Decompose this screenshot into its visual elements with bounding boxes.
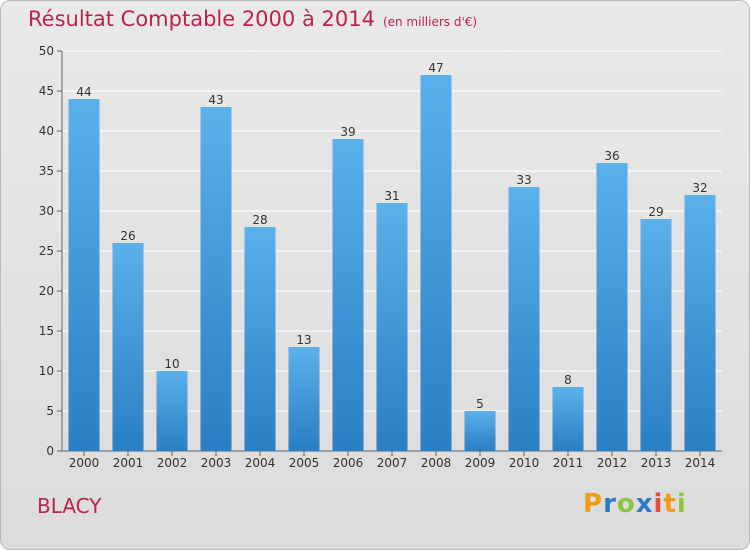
bar-2003 <box>201 107 232 451</box>
bar-2002 <box>157 371 188 451</box>
value-label-2014: 32 <box>692 181 707 195</box>
bar-2001 <box>113 243 144 451</box>
value-label-2006: 39 <box>340 125 355 139</box>
bar-2009 <box>465 411 496 451</box>
bar-2010 <box>509 187 540 451</box>
value-label-2011: 8 <box>564 373 572 387</box>
y-tick-label: 50 <box>39 44 54 58</box>
bar-2014 <box>685 195 716 451</box>
value-label-2003: 43 <box>208 93 223 107</box>
y-tick-label: 5 <box>46 404 54 418</box>
value-label-2008: 47 <box>428 61 443 75</box>
x-tick-label-2000: 2000 <box>69 456 100 470</box>
proxiti-logo: Proxiti <box>583 489 687 519</box>
x-tick-label-2009: 2009 <box>465 456 496 470</box>
bar-2012 <box>597 163 628 451</box>
logo-letter: i <box>654 489 664 519</box>
bar-2011 <box>553 387 584 451</box>
y-tick-label: 35 <box>39 164 54 178</box>
x-tick-label-2006: 2006 <box>333 456 364 470</box>
value-label-2007: 31 <box>384 189 399 203</box>
y-tick-label: 45 <box>39 84 54 98</box>
x-tick-label-2001: 2001 <box>113 456 144 470</box>
value-label-2002: 10 <box>164 357 179 371</box>
y-tick-label: 15 <box>39 324 54 338</box>
x-tick-label-2008: 2008 <box>421 456 452 470</box>
x-tick-label-2002: 2002 <box>157 456 188 470</box>
x-tick-label-2014: 2014 <box>685 456 716 470</box>
logo-letter: P <box>583 489 603 519</box>
x-tick-label-2004: 2004 <box>245 456 276 470</box>
x-tick-label-2003: 2003 <box>201 456 232 470</box>
y-tick-label: 20 <box>39 284 54 298</box>
x-tick-label-2013: 2013 <box>641 456 672 470</box>
value-label-2009: 5 <box>476 397 484 411</box>
y-tick-label: 25 <box>39 244 54 258</box>
value-label-2012: 36 <box>604 149 619 163</box>
y-tick-label: 10 <box>39 364 54 378</box>
value-label-2005: 13 <box>296 333 311 347</box>
logo-letter: r <box>603 489 617 519</box>
bar-2013 <box>641 219 672 451</box>
y-tick-label: 30 <box>39 204 54 218</box>
x-tick-label-2007: 2007 <box>377 456 408 470</box>
bar-2006 <box>333 139 364 451</box>
bar-2004 <box>245 227 276 451</box>
logo-letter: t <box>663 489 676 519</box>
bar-2005 <box>289 347 320 451</box>
x-tick-label-2011: 2011 <box>553 456 584 470</box>
value-label-2010: 33 <box>516 173 531 187</box>
bar-2008 <box>421 75 452 451</box>
bar-2007 <box>377 203 408 451</box>
value-label-2004: 28 <box>252 213 267 227</box>
y-tick-label: 0 <box>46 444 54 458</box>
x-tick-label-2005: 2005 <box>289 456 320 470</box>
value-label-2001: 26 <box>120 229 135 243</box>
y-tick-label: 40 <box>39 124 54 138</box>
bar-2000 <box>69 99 100 451</box>
logo-letter: i <box>677 489 687 519</box>
commune-name: BLACY <box>37 494 101 518</box>
x-tick-label-2012: 2012 <box>597 456 628 470</box>
value-label-2013: 29 <box>648 205 663 219</box>
x-tick-label-2010: 2010 <box>509 456 540 470</box>
logo-letter: x <box>636 489 654 519</box>
logo-letter: o <box>617 489 636 519</box>
value-label-2000: 44 <box>76 85 91 99</box>
